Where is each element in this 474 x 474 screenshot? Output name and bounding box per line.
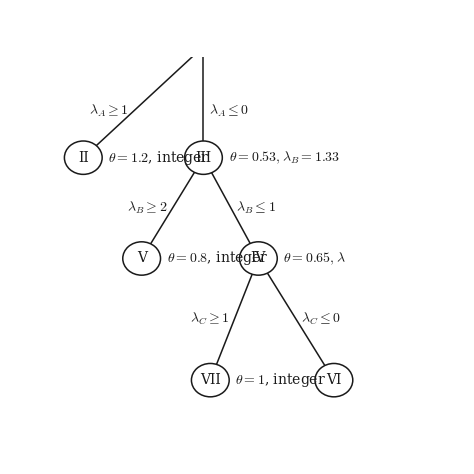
Text: $\theta = 1.2$, integer: $\theta = 1.2$, integer (109, 149, 210, 167)
Text: $\lambda_A \leq 0$: $\lambda_A \leq 0$ (209, 103, 249, 119)
Ellipse shape (315, 364, 353, 397)
Text: VII: VII (200, 373, 221, 387)
Ellipse shape (64, 141, 102, 174)
Text: $\lambda_C \geq 1$: $\lambda_C \geq 1$ (190, 311, 229, 328)
Ellipse shape (123, 242, 161, 275)
Text: $\theta = 1$, integer: $\theta = 1$, integer (236, 371, 326, 389)
Text: $\lambda_C \leq 0$: $\lambda_C \leq 0$ (301, 311, 341, 328)
Text: $\lambda_A \geq 1$: $\lambda_A \geq 1$ (89, 103, 128, 119)
Text: $\lambda_B \leq 1$: $\lambda_B \leq 1$ (236, 200, 276, 216)
Text: $\theta = 0.8$, integer: $\theta = 0.8$, integer (167, 249, 268, 267)
Text: V: V (137, 252, 146, 265)
Text: $\lambda_B \geq 2$: $\lambda_B \geq 2$ (127, 200, 167, 216)
Text: II: II (78, 151, 89, 164)
Text: $\theta = 0.65, \lambda$: $\theta = 0.65, \lambda$ (283, 250, 346, 266)
Text: III: III (195, 151, 211, 164)
Text: IV: IV (251, 252, 266, 265)
Text: $\theta = 0.53, \lambda_B = 1.33$: $\theta = 0.53, \lambda_B = 1.33$ (228, 150, 340, 166)
Text: VI: VI (326, 373, 342, 387)
Ellipse shape (239, 242, 277, 275)
Ellipse shape (184, 141, 222, 174)
Ellipse shape (191, 364, 229, 397)
